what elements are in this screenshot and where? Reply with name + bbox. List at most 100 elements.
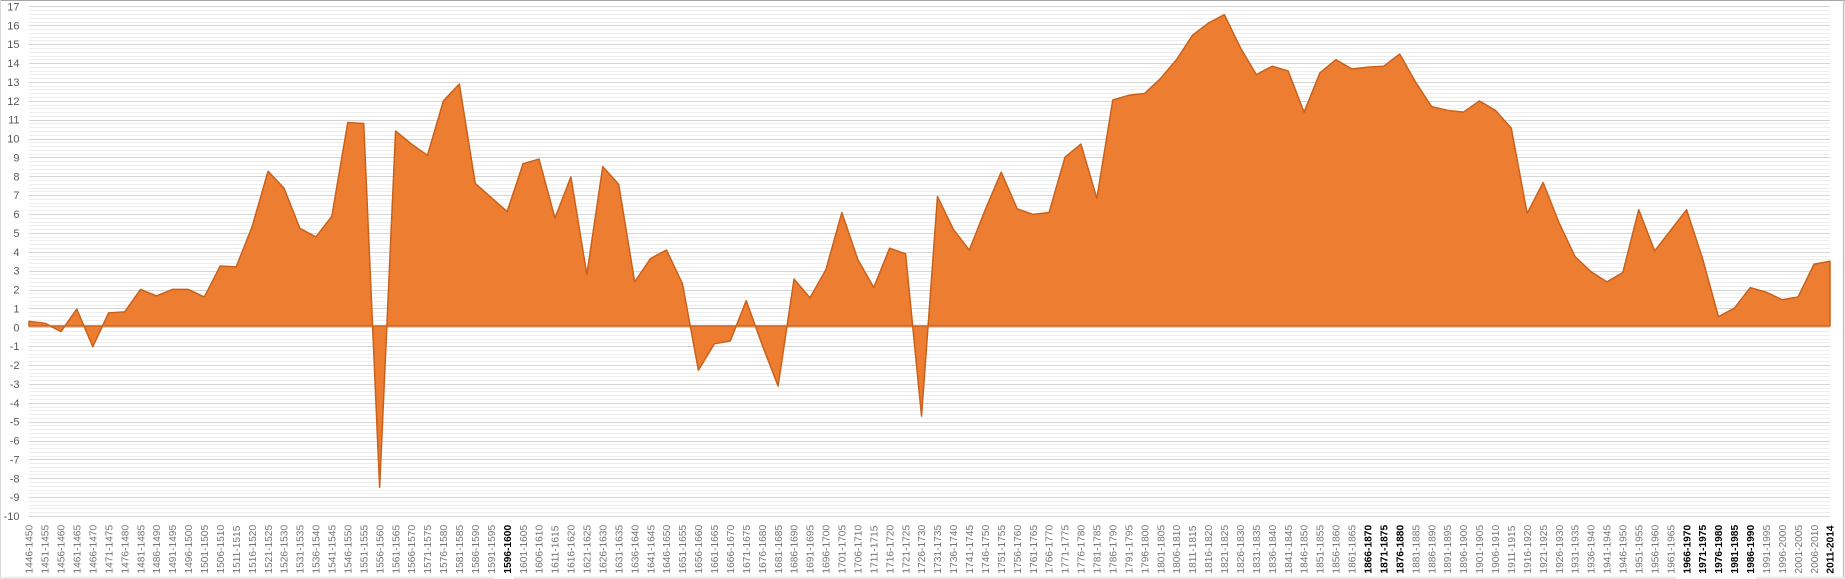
svg-text:1786-1790: 1786-1790 <box>1108 525 1119 574</box>
svg-text:1596-1600: 1596-1600 <box>503 525 514 574</box>
svg-text:1646-1650: 1646-1650 <box>662 525 673 574</box>
svg-text:1866-1870: 1866-1870 <box>1364 525 1375 574</box>
svg-text:-1: -1 <box>10 341 20 353</box>
svg-text:1991-1995: 1991-1995 <box>1762 525 1773 574</box>
svg-text:1851-1855: 1851-1855 <box>1316 525 1327 574</box>
svg-text:1841-1845: 1841-1845 <box>1284 525 1295 574</box>
svg-text:-8: -8 <box>10 473 20 485</box>
svg-text:14: 14 <box>7 58 19 70</box>
svg-text:1531-1535: 1531-1535 <box>296 525 307 574</box>
svg-text:1496-1500: 1496-1500 <box>184 525 195 574</box>
svg-text:1701-1705: 1701-1705 <box>838 525 849 574</box>
svg-text:1981-1985: 1981-1985 <box>1730 525 1741 574</box>
svg-text:1766-1770: 1766-1770 <box>1045 525 1056 574</box>
svg-text:1826-1830: 1826-1830 <box>1236 525 1247 574</box>
svg-text:1911-1915: 1911-1915 <box>1507 525 1518 573</box>
svg-text:3: 3 <box>13 266 19 278</box>
svg-text:15: 15 <box>7 39 19 51</box>
svg-text:1476-1480: 1476-1480 <box>120 525 131 574</box>
svg-text:1466-1470: 1466-1470 <box>88 525 99 574</box>
svg-text:1726-1730: 1726-1730 <box>917 525 928 574</box>
svg-text:1886-1890: 1886-1890 <box>1427 525 1438 574</box>
svg-text:1906-1910: 1906-1910 <box>1491 525 1502 574</box>
svg-text:1741-1745: 1741-1745 <box>965 525 976 574</box>
svg-text:1686-1690: 1686-1690 <box>790 525 801 574</box>
svg-text:1771-1775: 1771-1775 <box>1061 525 1072 574</box>
svg-text:1681-1685: 1681-1685 <box>774 525 785 574</box>
svg-text:1781-1785: 1781-1785 <box>1093 525 1104 574</box>
svg-text:2006-2010: 2006-2010 <box>1810 525 1821 574</box>
svg-text:1446-1450: 1446-1450 <box>25 525 36 574</box>
svg-text:1636-1640: 1636-1640 <box>630 525 641 574</box>
svg-text:-9: -9 <box>10 492 20 504</box>
svg-text:1971-1975: 1971-1975 <box>1698 525 1709 574</box>
svg-text:2001-2005: 2001-2005 <box>1794 525 1805 574</box>
svg-text:13: 13 <box>7 77 19 89</box>
svg-text:1576-1580: 1576-1580 <box>439 525 450 574</box>
svg-text:1996-2000: 1996-2000 <box>1778 525 1789 574</box>
svg-text:1521-1525: 1521-1525 <box>264 525 275 574</box>
svg-text:6: 6 <box>13 209 19 221</box>
svg-text:1801-1805: 1801-1805 <box>1156 525 1167 574</box>
svg-text:1556-1560: 1556-1560 <box>375 525 386 574</box>
svg-text:1451-1455: 1451-1455 <box>41 525 52 574</box>
svg-text:1856-1860: 1856-1860 <box>1332 525 1343 574</box>
svg-text:1526-1530: 1526-1530 <box>280 525 291 574</box>
svg-text:1536-1540: 1536-1540 <box>312 525 323 574</box>
svg-text:1791-1795: 1791-1795 <box>1124 525 1135 574</box>
svg-text:1581-1585: 1581-1585 <box>455 525 466 574</box>
svg-text:1951-1955: 1951-1955 <box>1634 525 1645 574</box>
svg-text:1626-1630: 1626-1630 <box>598 525 609 574</box>
svg-text:1731-1735: 1731-1735 <box>933 525 944 574</box>
svg-text:1571-1575: 1571-1575 <box>423 525 434 574</box>
svg-text:1491-1495: 1491-1495 <box>168 525 179 574</box>
svg-text:1966-1970: 1966-1970 <box>1682 525 1693 574</box>
svg-text:1461-1465: 1461-1465 <box>73 525 84 574</box>
svg-text:1876-1880: 1876-1880 <box>1395 525 1406 574</box>
svg-text:1931-1935: 1931-1935 <box>1571 525 1582 574</box>
svg-text:0: 0 <box>13 322 19 334</box>
svg-text:-6: -6 <box>10 436 20 448</box>
svg-text:1666-1670: 1666-1670 <box>726 525 737 574</box>
svg-text:1621-1625: 1621-1625 <box>583 525 594 574</box>
svg-text:1601-1605: 1601-1605 <box>519 525 530 574</box>
svg-text:1631-1635: 1631-1635 <box>614 525 625 574</box>
svg-text:2: 2 <box>13 285 19 297</box>
svg-text:1956-1960: 1956-1960 <box>1650 525 1661 574</box>
svg-text:1926-1930: 1926-1930 <box>1555 525 1566 574</box>
svg-text:1736-1740: 1736-1740 <box>949 525 960 574</box>
svg-text:1816-1820: 1816-1820 <box>1204 525 1215 574</box>
svg-text:1776-1780: 1776-1780 <box>1077 525 1088 574</box>
svg-text:1586-1590: 1586-1590 <box>471 525 482 574</box>
svg-text:1896-1900: 1896-1900 <box>1459 525 1470 574</box>
svg-text:2011-2014: 2011-2014 <box>1826 525 1837 573</box>
svg-text:1566-1570: 1566-1570 <box>407 525 418 574</box>
svg-text:1696-1700: 1696-1700 <box>822 525 833 574</box>
svg-text:1861-1865: 1861-1865 <box>1348 525 1359 574</box>
svg-text:1616-1620: 1616-1620 <box>567 525 578 574</box>
svg-text:-3: -3 <box>10 379 20 391</box>
svg-text:1481-1485: 1481-1485 <box>136 525 147 574</box>
svg-text:1611-1615: 1611-1615 <box>551 525 562 573</box>
svg-text:1691-1695: 1691-1695 <box>806 525 817 574</box>
svg-text:1591-1595: 1591-1595 <box>487 525 498 574</box>
svg-text:1881-1885: 1881-1885 <box>1411 525 1422 574</box>
svg-text:1831-1835: 1831-1835 <box>1252 525 1263 574</box>
svg-text:1606-1610: 1606-1610 <box>535 525 546 574</box>
svg-text:17: 17 <box>7 1 19 13</box>
svg-text:1546-1550: 1546-1550 <box>343 525 354 574</box>
svg-text:1486-1490: 1486-1490 <box>152 525 163 574</box>
svg-text:9: 9 <box>13 152 19 164</box>
svg-text:1651-1655: 1651-1655 <box>678 525 689 574</box>
svg-text:1706-1710: 1706-1710 <box>853 525 864 574</box>
svg-text:1806-1810: 1806-1810 <box>1172 525 1183 574</box>
svg-text:1916-1920: 1916-1920 <box>1523 525 1534 574</box>
svg-text:1456-1460: 1456-1460 <box>57 525 68 574</box>
svg-text:1516-1520: 1516-1520 <box>248 525 259 574</box>
svg-text:-5: -5 <box>10 417 20 429</box>
svg-text:-2: -2 <box>10 360 20 372</box>
svg-text:1721-1725: 1721-1725 <box>901 525 912 574</box>
svg-text:-10: -10 <box>4 511 20 523</box>
svg-text:1921-1925: 1921-1925 <box>1539 525 1550 574</box>
svg-text:1901-1905: 1901-1905 <box>1475 525 1486 574</box>
